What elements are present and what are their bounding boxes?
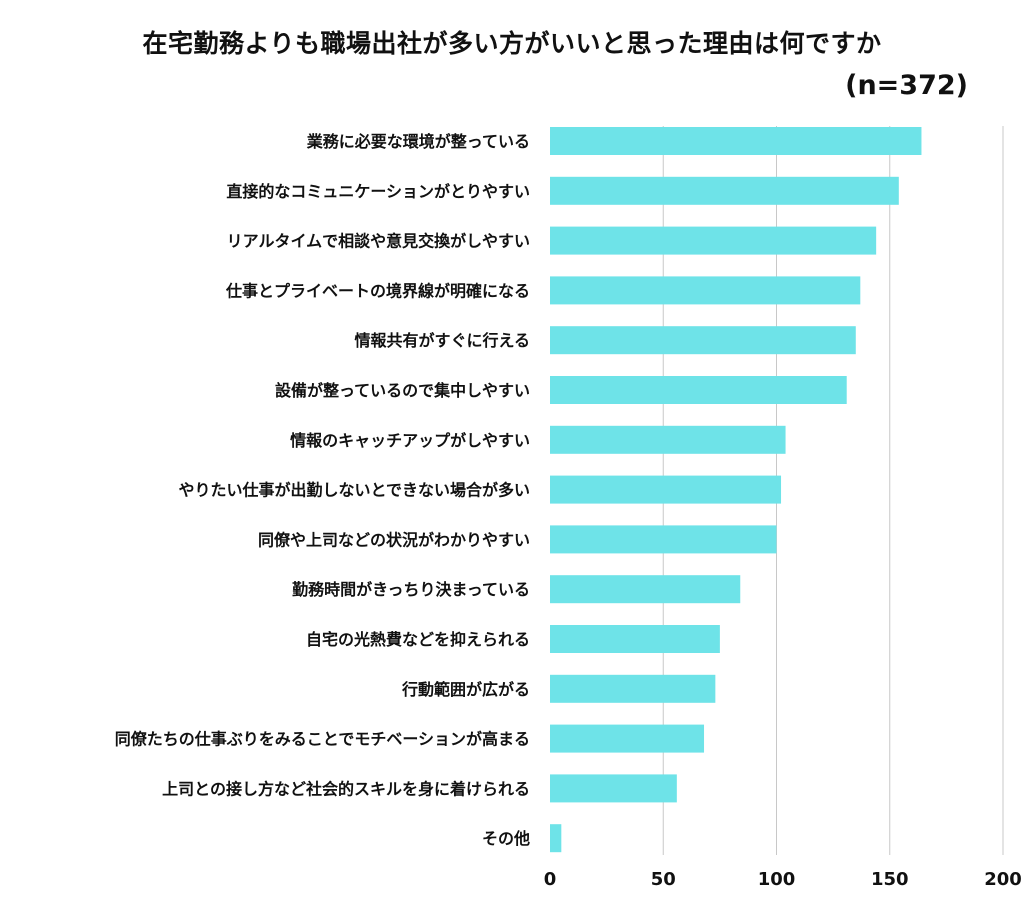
x-tick-label: 100 <box>758 869 796 890</box>
bar <box>550 674 716 703</box>
x-tick-labels: 0 50 100 150 200 <box>544 869 1022 890</box>
bar <box>550 774 677 803</box>
bar <box>550 575 741 604</box>
category-label: 設備が整っているので集中しやすい <box>275 381 530 400</box>
category-label: 同僚たちの仕事ぶりをみることでモチベーションが高まる <box>115 730 530 749</box>
category-label: 行動範囲が広がる <box>401 680 530 699</box>
x-tick-label: 50 <box>651 869 676 890</box>
bar <box>550 326 856 355</box>
category-label: 直接的なコミュニケーションがとりやすい <box>226 182 530 201</box>
chart-title: 在宅勤務よりも職場出社が多い方がいいと思った理由は何ですか <box>142 29 882 58</box>
category-label: 仕事とプライベートの境界線が明確になる <box>225 281 530 300</box>
category-label: 同僚や上司などの状況がわかりやすい <box>258 530 530 549</box>
category-label: 勤務時間がきっちり決まっている <box>292 580 530 599</box>
x-tick-label: 0 <box>544 869 557 890</box>
category-label: 情報のキャッチアップがしやすい <box>290 431 530 450</box>
bar <box>550 824 562 853</box>
bar <box>550 376 847 404</box>
category-label: 自宅の光熱費などを抑えられる <box>306 630 530 649</box>
category-label: リアルタイムで相談や意見交換がしやすい <box>227 232 530 251</box>
bar <box>550 226 877 255</box>
x-tick-label: 200 <box>984 869 1022 890</box>
category-label: その他 <box>482 829 530 848</box>
chart-subtitle: (n=372) <box>845 70 968 101</box>
bar <box>550 127 922 155</box>
category-label: 情報共有がすぐに行える <box>354 331 530 350</box>
bar <box>550 724 705 753</box>
category-label: 上司との接し方など社会的スキルを身に着けられる <box>162 779 530 798</box>
bar <box>550 525 777 554</box>
x-tick-label: 150 <box>871 869 909 890</box>
bars <box>550 127 922 853</box>
bar <box>550 176 899 205</box>
bar <box>550 276 861 305</box>
bar <box>550 425 786 454</box>
category-label: 業務に必要な環境が整っている <box>306 132 530 151</box>
bar <box>550 625 720 653</box>
category-label: やりたい仕事が出勤しないとできない場合が多い <box>178 481 530 500</box>
bar <box>550 475 782 504</box>
category-labels: 業務に必要な環境が整っている直接的なコミュニケーションがとりやすいリアルタイムで… <box>115 132 530 848</box>
